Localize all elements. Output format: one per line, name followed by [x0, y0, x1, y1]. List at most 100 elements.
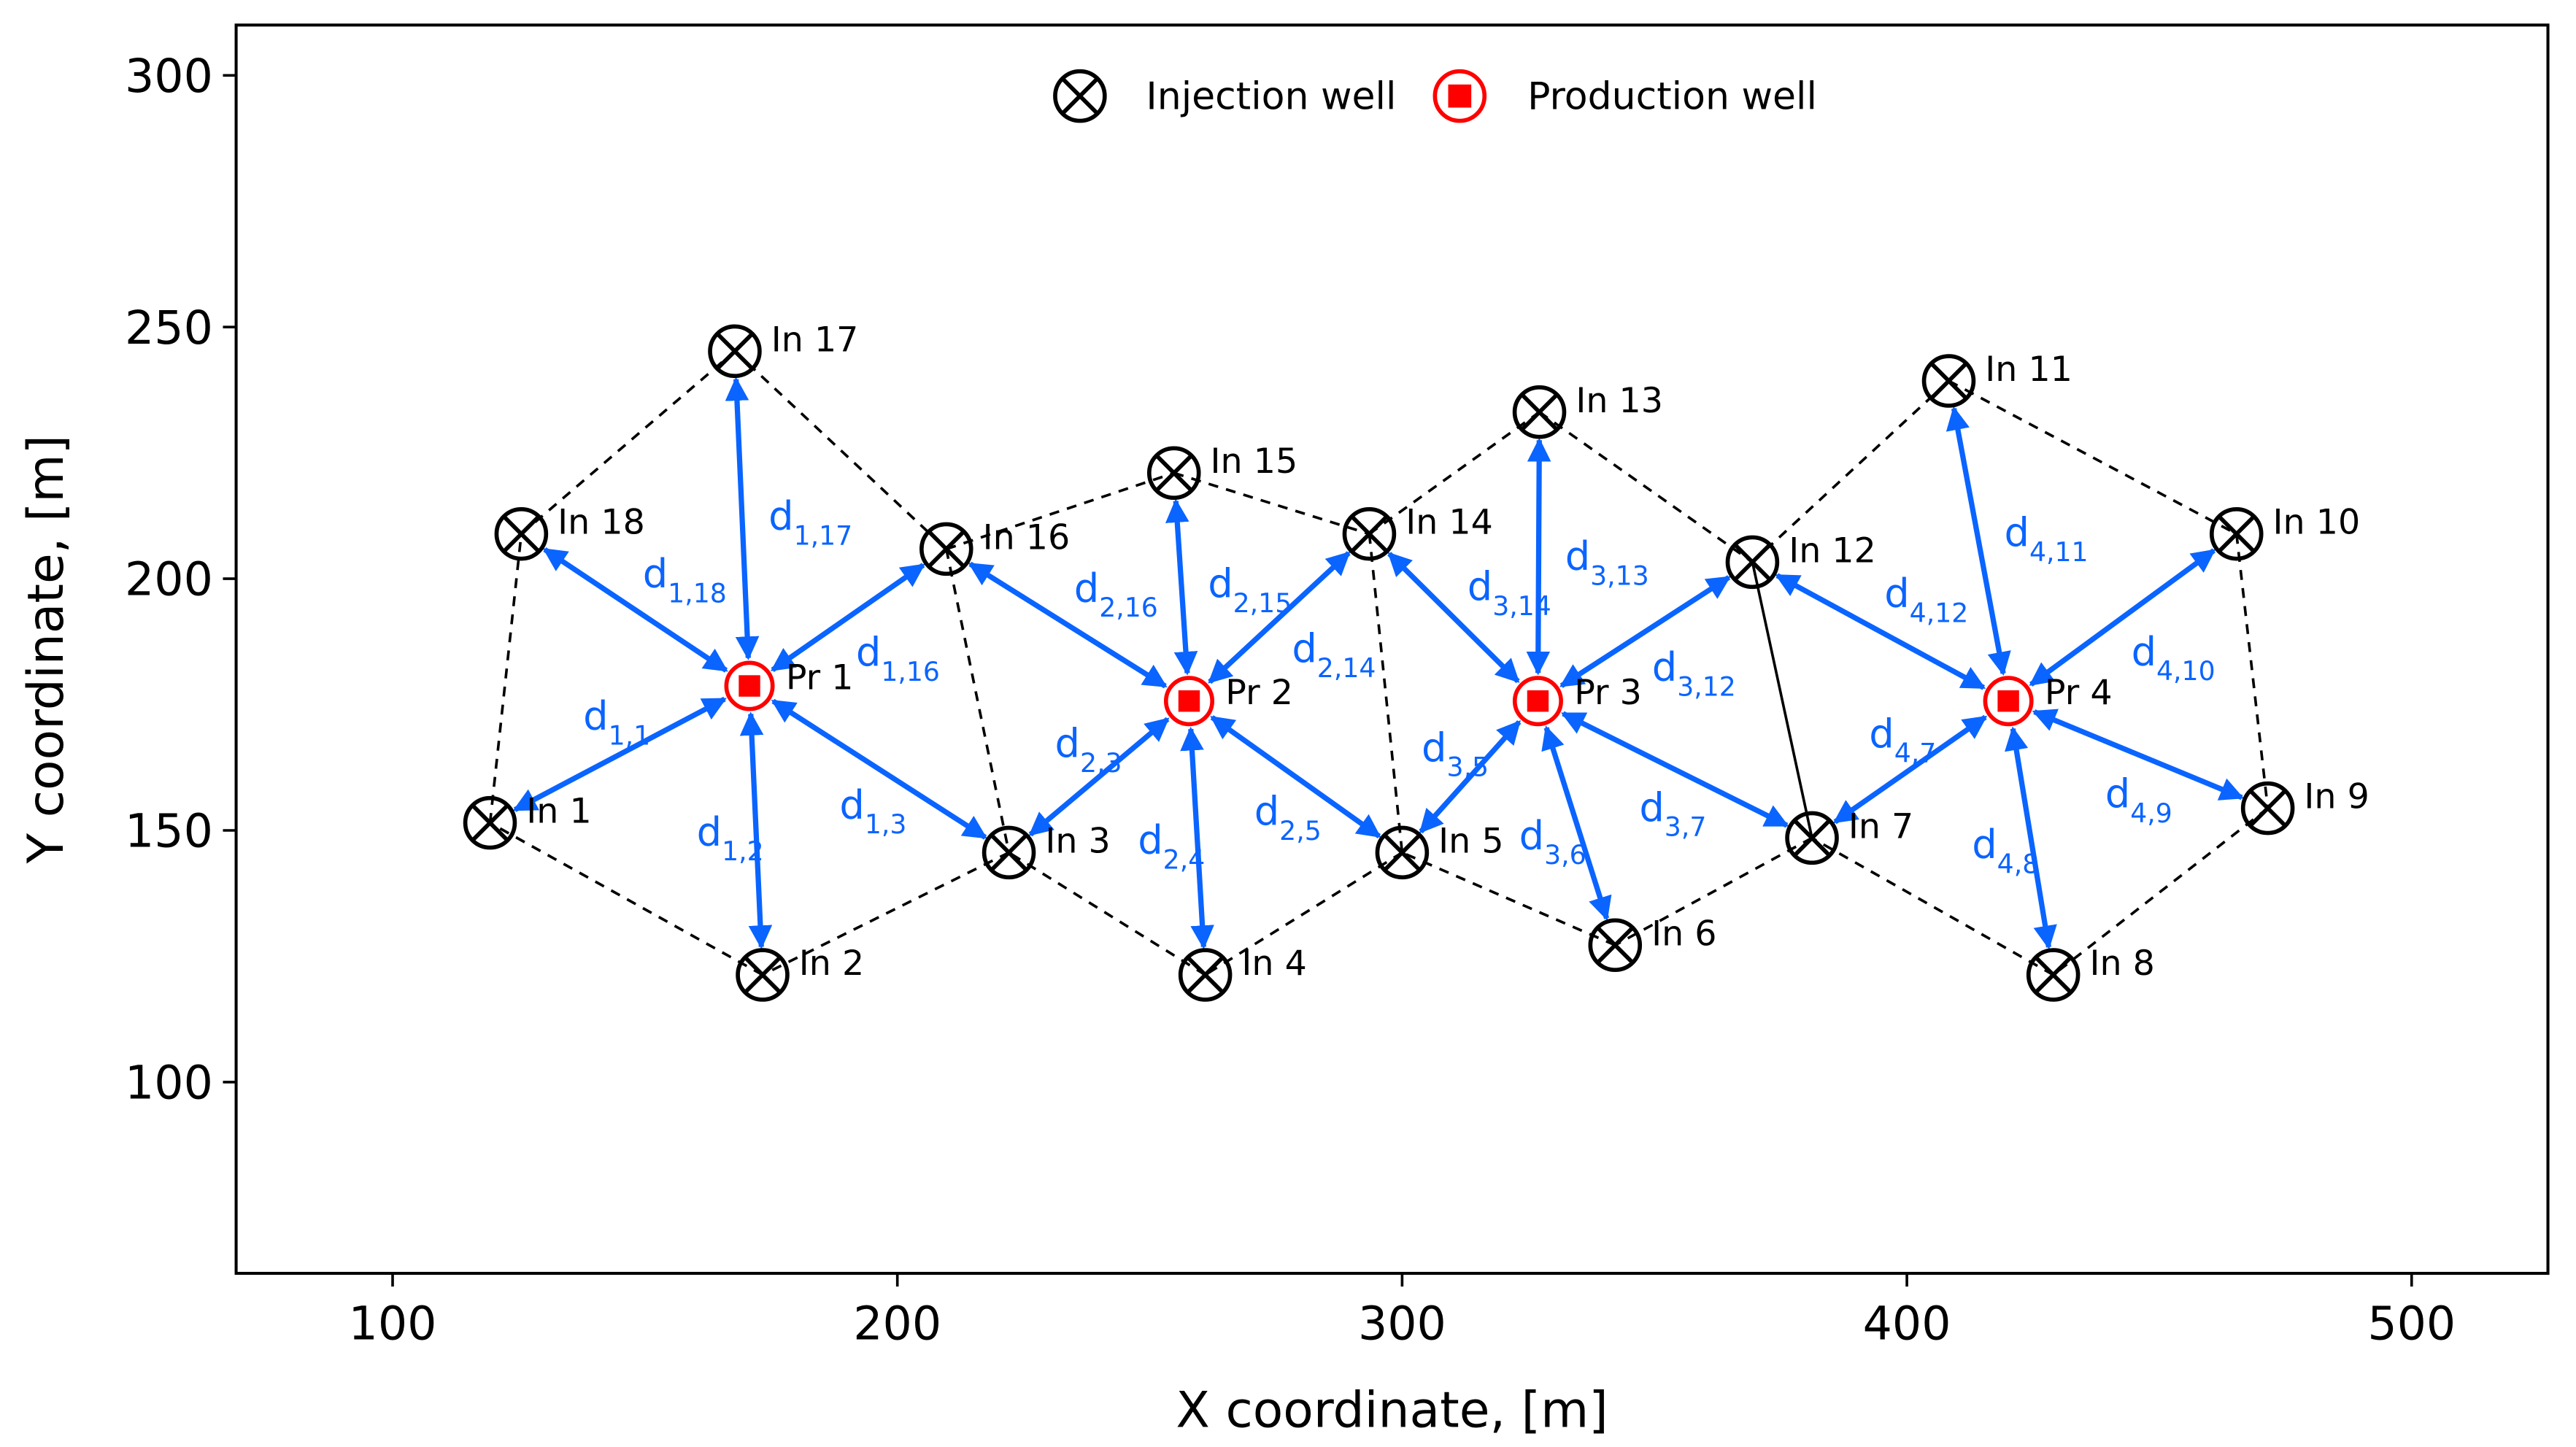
injection-well-marker — [919, 522, 973, 576]
distance-label: d1,2 — [697, 809, 764, 867]
boundary-line — [945, 549, 1011, 853]
injection-well-label: In 11 — [1985, 350, 2072, 390]
boundary-line — [1538, 411, 1754, 563]
production-well: Pr 2 — [1163, 673, 1293, 727]
injection-well: In 3 — [982, 821, 1111, 880]
injection-well-marker — [494, 506, 549, 561]
distance-arrow — [2029, 548, 2216, 687]
distance-label: d2,5 — [1254, 789, 1322, 846]
y-tick-label: 300 — [125, 49, 213, 103]
injection-well: In 12 — [1725, 530, 1876, 590]
injection-well-marker — [2026, 948, 2081, 1002]
distance-arrow — [770, 563, 925, 673]
boundary-line — [1204, 851, 1403, 976]
distance-arrow — [1559, 575, 1731, 688]
boundary-line — [489, 822, 763, 976]
distance-label: d1,18 — [643, 551, 727, 609]
injection-well: In 5 — [1375, 821, 1504, 880]
distance-arrow — [1541, 725, 1612, 921]
distance-label: d4,10 — [2132, 629, 2216, 687]
distance-arrow — [512, 696, 727, 812]
injection-well-marker — [1178, 948, 1233, 1002]
injection-well-label: In 9 — [2304, 777, 2369, 817]
injection-well-marker — [1588, 918, 1643, 973]
boundary-line — [1008, 851, 1206, 976]
distance-label: d4,8 — [1972, 822, 2039, 879]
injection-well-label: In 4 — [1241, 944, 1306, 984]
wells: In 1 In 2 In 3 In 4 In 5 In 6 In 7 In 8 In 9 In 1… — [463, 320, 2369, 1002]
distance-label: d3,6 — [1519, 813, 1586, 871]
distance-label: d3,5 — [1422, 725, 1489, 782]
injection-well: In 15 — [1146, 441, 1298, 501]
x-axis-label: X coordinate, [m] — [1176, 1381, 1608, 1439]
injection-well: In 17 — [708, 320, 859, 379]
injection-well-marker — [736, 948, 790, 1002]
injection-well-label: In 3 — [1045, 821, 1110, 861]
x-tick-label: 200 — [853, 1297, 941, 1351]
boundary-line — [733, 350, 948, 550]
injection-well-label: In 12 — [1789, 530, 1876, 571]
boundary-line — [762, 851, 1010, 976]
injection-well-marker — [2240, 781, 2295, 836]
boundary-line — [2052, 807, 2269, 976]
injection-well-marker — [1146, 446, 1201, 501]
injection-well-marker — [1725, 535, 1780, 590]
y-tick-label: 200 — [125, 552, 213, 606]
injection-well-label: In 18 — [558, 503, 645, 543]
injection-well: In 10 — [2209, 503, 2361, 561]
distance-arrow — [1208, 551, 1351, 684]
injection-well-label: In 10 — [2273, 503, 2361, 543]
distance-label: d4,12 — [1884, 571, 1968, 628]
distance-arrow — [1387, 552, 1520, 684]
legend: Injection well Production well — [1053, 69, 1817, 123]
injection-well-marker — [463, 795, 517, 850]
distance-label: d1,1 — [583, 693, 650, 751]
injection-well-label: In 6 — [1651, 914, 1716, 954]
production-well: Pr 4 — [1983, 673, 2113, 727]
distance-arrow — [542, 547, 728, 673]
y-axis-label: Y coordinate, [m] — [18, 435, 75, 864]
injection-well-label: In 5 — [1438, 821, 1503, 861]
distance-arrow — [1946, 406, 2011, 676]
injection-well-marker — [2209, 506, 2264, 561]
y-tick-label: 250 — [125, 301, 213, 355]
distance-arrow — [1560, 711, 1789, 828]
distance-label: d1,16 — [856, 630, 940, 687]
injection-well: In 2 — [736, 944, 864, 1002]
boundary-line — [488, 533, 523, 823]
x-tick-label: 100 — [349, 1297, 437, 1351]
injection-well-label: In 17 — [771, 320, 859, 360]
distance-arrow — [1028, 717, 1170, 837]
injection-well-label: In 15 — [1211, 441, 1298, 482]
boundary-line — [1368, 533, 1404, 853]
distance-label: d4,7 — [1869, 711, 1936, 768]
distance-label: d3,13 — [1565, 533, 1649, 591]
distance-arrow — [725, 377, 760, 660]
y-tick-label: 100 — [125, 1056, 213, 1110]
distance-label: d4,9 — [2105, 771, 2172, 829]
distance-arrow — [1419, 719, 1522, 834]
injection-well-marker — [708, 324, 762, 379]
production-well-label: Pr 2 — [1225, 673, 1293, 713]
distance-label: d2,15 — [1208, 561, 1292, 619]
injection-well: In 6 — [1588, 914, 1717, 973]
injection-well-marker — [1342, 506, 1397, 561]
injection-well: In 14 — [1342, 503, 1493, 561]
x-tick-label: 400 — [1863, 1297, 1951, 1351]
legend-production-label: Production well — [1527, 75, 1817, 119]
injection-well: In 8 — [2026, 944, 2155, 1002]
injection-well-marker — [1921, 354, 1976, 408]
distance-arrow — [968, 561, 1168, 689]
boundary-line — [1751, 561, 1813, 838]
legend-injection-marker — [1053, 69, 1107, 123]
boundary-line — [1401, 851, 1616, 946]
injection-well: In 13 — [1512, 381, 1663, 439]
injection-well-label: In 16 — [983, 517, 1071, 557]
injection-well-marker — [1785, 811, 1839, 865]
injection-well-label: In 1 — [526, 792, 591, 832]
distance-label: d1,17 — [768, 493, 852, 551]
distance-arrow — [771, 698, 987, 840]
production-well-label: Pr 4 — [2045, 673, 2113, 713]
distance-arrow — [2005, 726, 2057, 950]
